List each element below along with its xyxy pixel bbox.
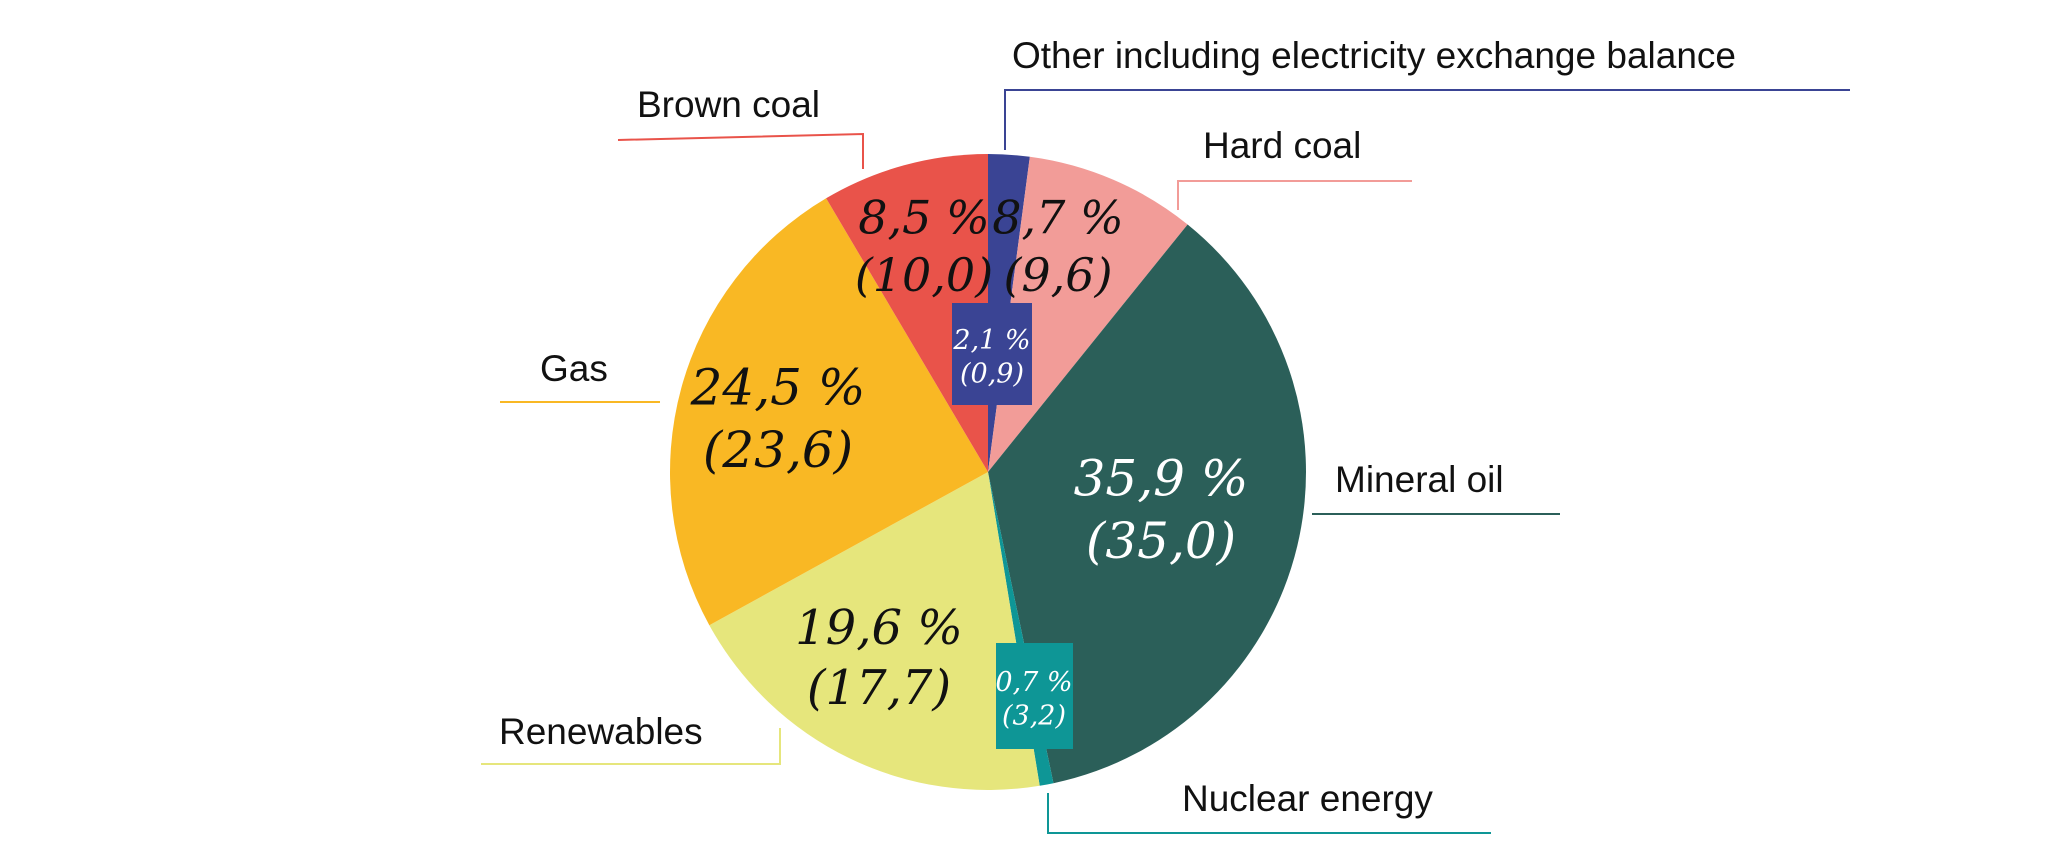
- value-label-mineral-oil: 35,9 %: [1074, 450, 1249, 508]
- leader-line-renewables: [481, 728, 781, 765]
- previous-value-label-nuclear-energy: (3,2): [1002, 701, 1066, 732]
- leader-line-brown-coal: [617, 132, 864, 169]
- leader-line-other-including-electricity-exchange-balance: [1004, 89, 1850, 150]
- previous-value-label-other-including-electricity-exchange-balance: (0,9): [960, 359, 1024, 390]
- pie-slice-brown-coal: [826, 154, 988, 472]
- value-label-nuclear-energy: 0,7 %: [995, 667, 1072, 698]
- value-label-gas: 24,5 %: [690, 359, 866, 417]
- category-label-other-including-electricity-exchange-balance: Other including electricity exchange bal…: [1012, 35, 1736, 76]
- pie-slice-gas: [670, 198, 988, 626]
- category-label-brown-coal: Brown coal: [637, 84, 820, 125]
- value-box-nuclear-energy: [996, 643, 1073, 749]
- pie-slice-renewables: [709, 472, 1040, 790]
- value-label-other-including-electricity-exchange-balance: 2,1 %: [952, 325, 1030, 356]
- pie-slice-hard-coal: [988, 156, 1188, 473]
- category-label-mineral-oil: Mineral oil: [1335, 459, 1504, 500]
- value-label-brown-coal: 8,5 %: [858, 190, 990, 244]
- value-label-renewables: 19,6 %: [795, 600, 963, 656]
- value-box-other-including-electricity-exchange-balance: [952, 303, 1032, 405]
- previous-value-label-mineral-oil: (35,0): [1086, 512, 1236, 570]
- leader-line-nuclear-energy: [1047, 793, 1491, 834]
- category-label-nuclear-energy: Nuclear energy: [1182, 778, 1433, 819]
- previous-value-label-gas: (23,6): [703, 421, 853, 479]
- previous-value-label-renewables: (17,7): [807, 660, 951, 716]
- category-label-hard-coal: Hard coal: [1203, 125, 1361, 166]
- previous-value-label-brown-coal: (10,0): [855, 248, 993, 302]
- value-label-hard-coal: 8,7 %: [992, 190, 1124, 244]
- category-label-renewables: Renewables: [499, 711, 703, 752]
- leader-line-hard-coal: [1177, 180, 1412, 210]
- previous-value-label-hard-coal: (9,6): [1003, 248, 1112, 302]
- category-label-gas: Gas: [540, 348, 608, 389]
